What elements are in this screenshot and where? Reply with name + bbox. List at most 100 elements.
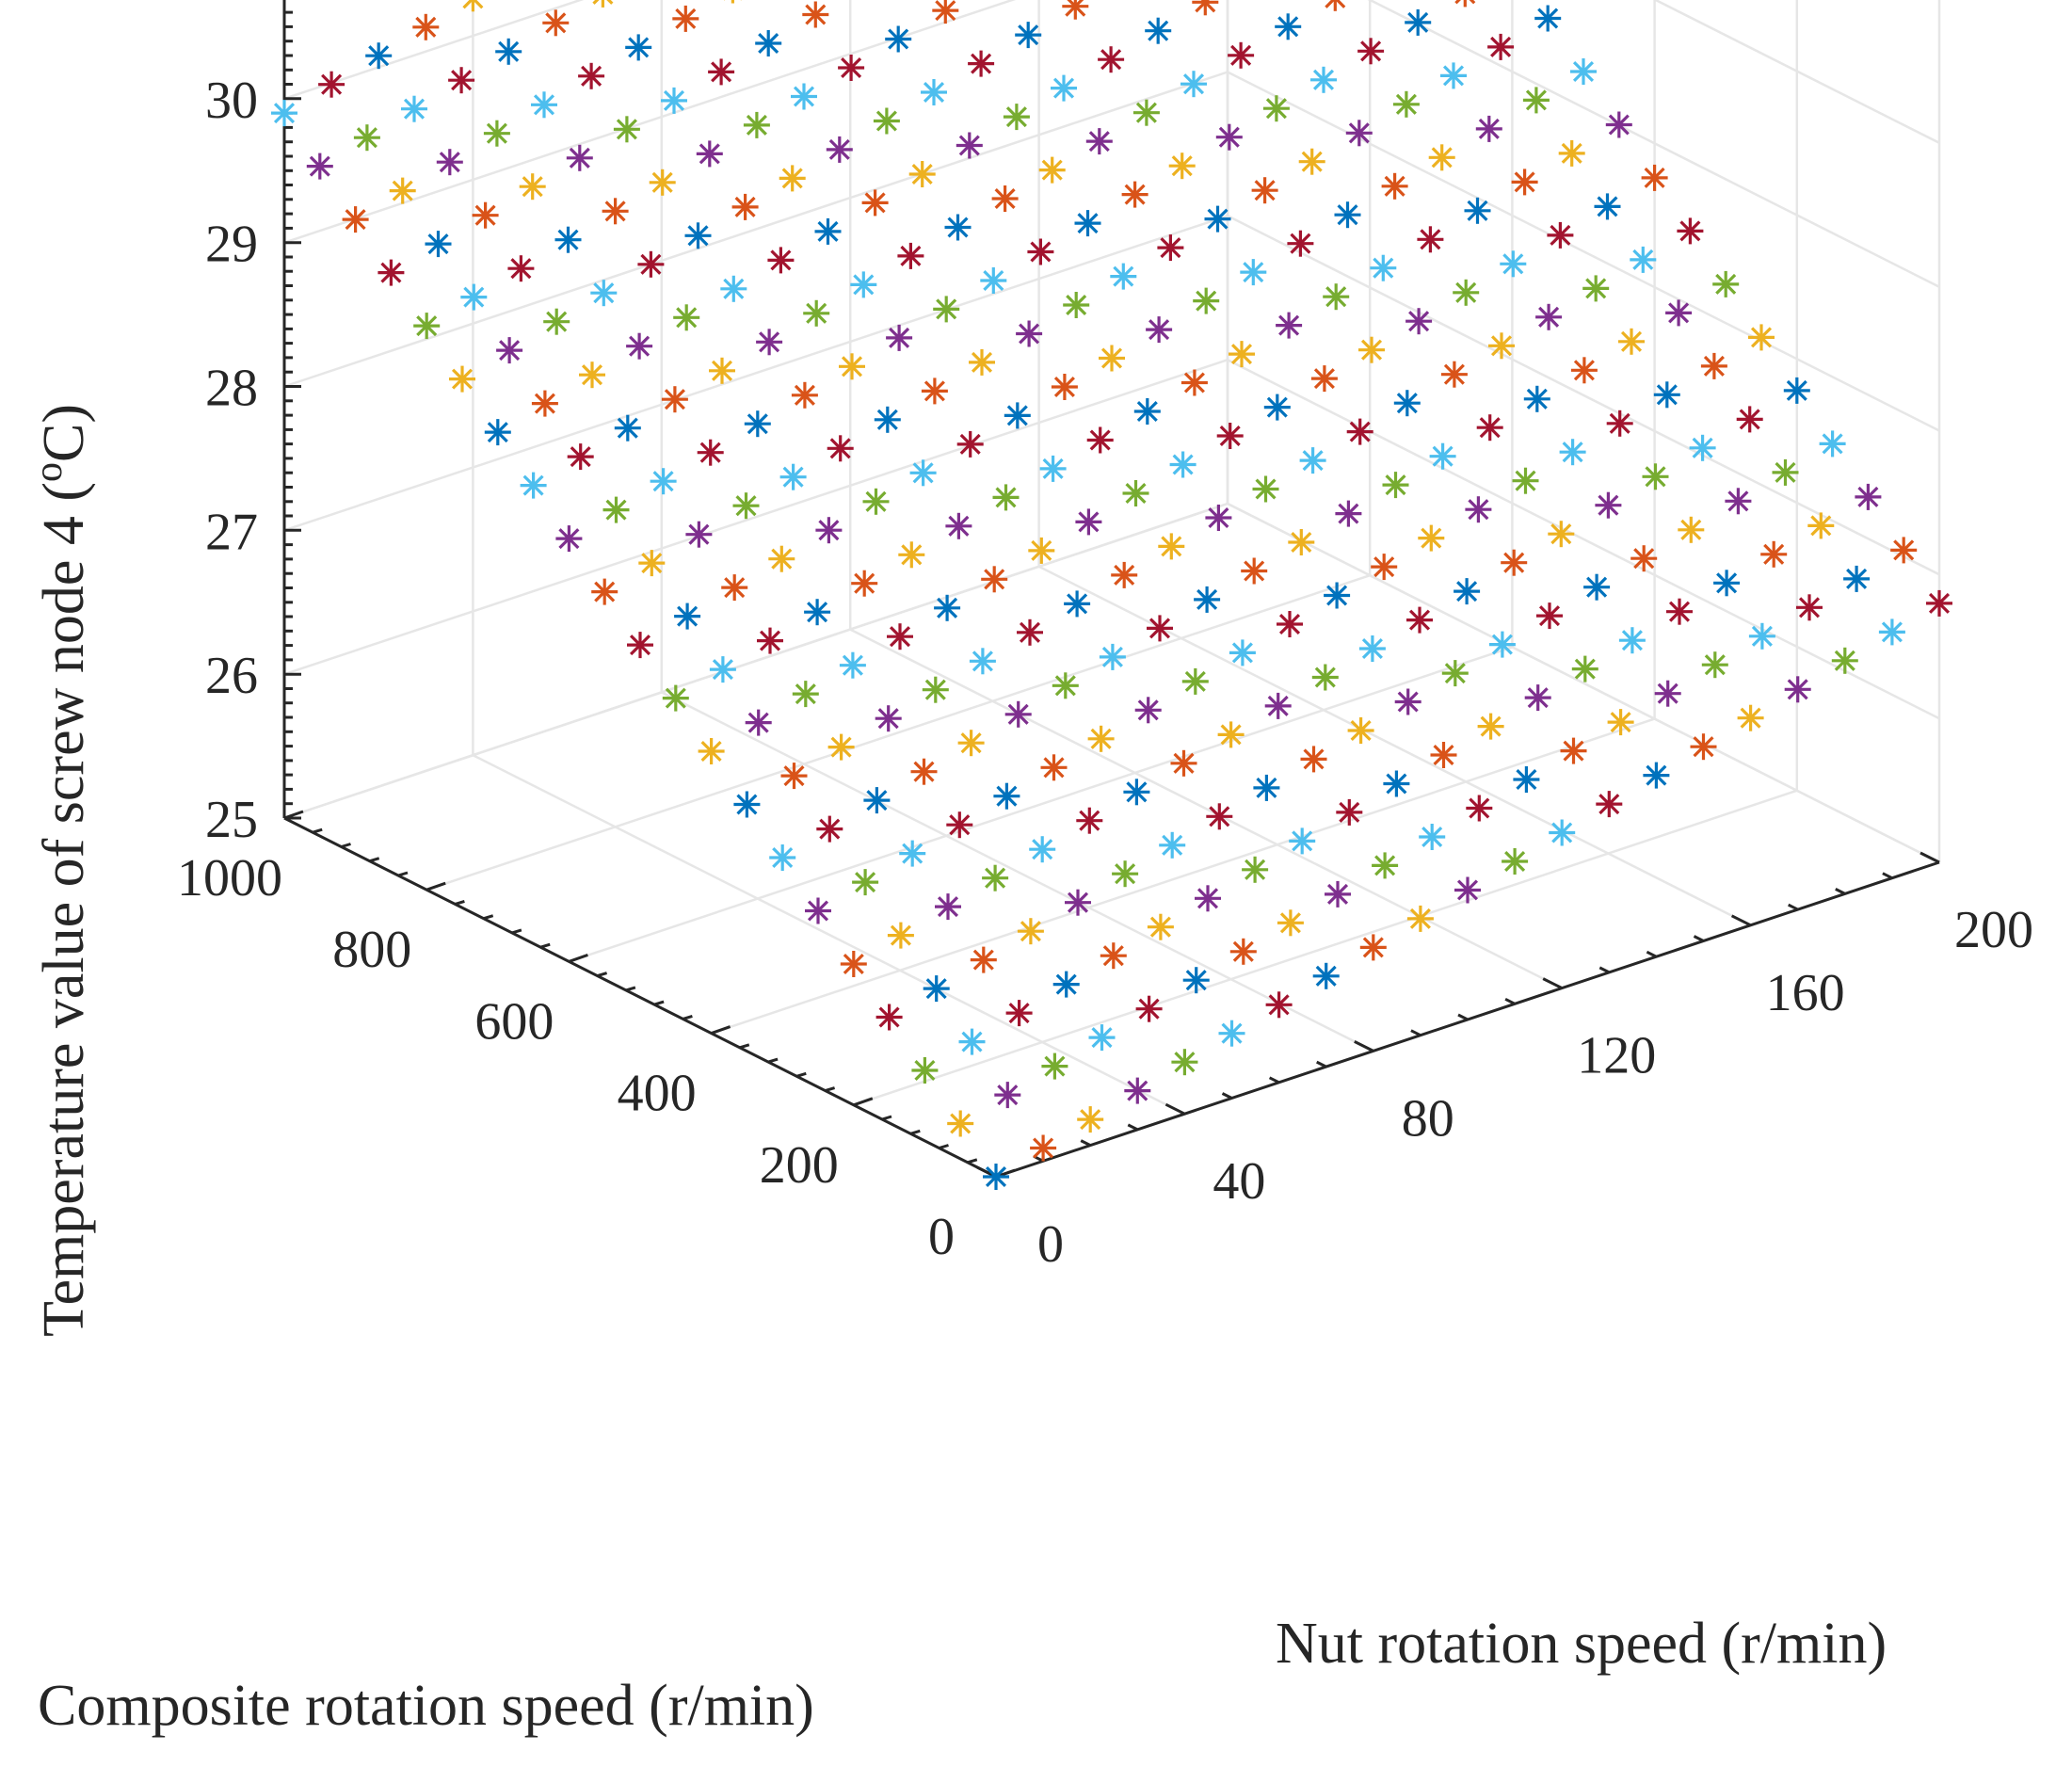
data-point	[1158, 533, 1185, 560]
data-point	[826, 136, 853, 163]
data-point	[850, 271, 877, 298]
asterisk-stroke	[1019, 323, 1040, 345]
data-point	[1085, 128, 1113, 155]
data-point	[1334, 201, 1361, 229]
asterisk-stroke	[1102, 945, 1124, 967]
data-point	[1440, 361, 1468, 388]
asterisk-stroke	[368, 45, 390, 67]
data-point	[980, 267, 1007, 294]
y-tick-mark	[426, 881, 446, 892]
data-point	[1454, 0, 1476, 8]
x-minor-tick	[1646, 950, 1658, 958]
asterisk-stroke	[1775, 461, 1796, 483]
asterisk-stroke	[463, 286, 485, 308]
asterisk-stroke	[1326, 585, 1348, 606]
data-point	[412, 13, 440, 40]
asterisk-stroke	[439, 152, 460, 173]
data-point	[1134, 697, 1162, 724]
asterisk-stroke	[971, 351, 993, 373]
asterisk-stroke	[1031, 539, 1052, 561]
data-point	[1855, 483, 1882, 510]
asterisk-stroke	[687, 225, 709, 247]
data-point	[1229, 341, 1255, 368]
data-point	[1501, 549, 1528, 576]
data-point	[1748, 324, 1775, 351]
asterisk-stroke	[522, 474, 544, 496]
asterisk-stroke	[1516, 768, 1537, 791]
asterisk-stroke	[935, 0, 956, 22]
data-point	[1547, 221, 1574, 249]
y-minor-tick	[739, 1043, 750, 1050]
asterisk-stroke	[498, 40, 520, 62]
data-point	[827, 733, 855, 761]
data-point	[1052, 971, 1080, 998]
z-tick-label: 26	[205, 647, 258, 705]
data-point	[887, 922, 914, 949]
data-point	[779, 463, 807, 490]
asterisk-stroke	[1302, 450, 1324, 472]
data-point	[673, 304, 700, 331]
data-point	[1099, 345, 1125, 372]
asterisk-stroke	[711, 360, 733, 381]
asterisk-stroke	[1230, 344, 1253, 365]
data-point	[1040, 754, 1068, 781]
data-point	[1147, 615, 1173, 642]
asterisk-stroke	[1502, 253, 1524, 275]
data-point	[696, 140, 723, 168]
asterisk-stroke	[1005, 106, 1027, 128]
asterisk-stroke	[1018, 24, 1039, 46]
asterisk-stroke	[1006, 405, 1028, 426]
data-point	[1926, 589, 1952, 617]
data-point	[969, 648, 996, 675]
data-point	[1357, 38, 1385, 65]
data-point	[1124, 1077, 1151, 1104]
asterisk-stroke	[1008, 1003, 1030, 1024]
y-minor-tick	[511, 928, 522, 935]
data-point	[1500, 250, 1527, 278]
data-point	[365, 42, 393, 70]
asterisk-stroke	[663, 89, 685, 111]
data-point	[755, 30, 782, 56]
asterisk-stroke	[1421, 826, 1443, 848]
data-point	[780, 763, 808, 790]
asterisk-stroke	[961, 1031, 983, 1052]
asterisk-stroke	[1420, 229, 1441, 250]
asterisk-stroke	[1138, 998, 1160, 1020]
asterisk-stroke	[994, 187, 1016, 210]
asterisk-stroke	[1244, 560, 1265, 582]
data-point	[1406, 905, 1434, 932]
asterisk-stroke	[711, 61, 732, 83]
data-point	[1430, 742, 1457, 768]
data-point	[531, 390, 558, 417]
asterisk-stroke	[1089, 429, 1111, 451]
x-minor-tick	[1221, 1092, 1233, 1100]
data-point	[460, 283, 488, 311]
data-point	[1784, 676, 1811, 703]
data-point	[1195, 885, 1221, 912]
asterisk-stroke	[936, 298, 957, 320]
data-point	[1677, 217, 1704, 245]
grid-line-floor-x	[849, 628, 1563, 989]
asterisk-stroke	[1231, 642, 1253, 664]
x-minor-tick	[1268, 1076, 1280, 1084]
asterisk-stroke	[1679, 220, 1701, 242]
data-point	[1041, 1052, 1068, 1080]
asterisk-stroke	[688, 523, 710, 545]
data-point	[1381, 172, 1408, 200]
asterisk-stroke	[700, 740, 722, 763]
data-point	[932, 0, 959, 24]
data-point	[1135, 995, 1163, 1022]
asterisk-stroke	[912, 462, 934, 484]
data-point	[1168, 153, 1196, 180]
data-point	[1051, 74, 1077, 102]
asterisk-stroke	[1362, 937, 1384, 958]
asterisk-stroke	[1715, 273, 1737, 295]
y-minor-tick	[881, 1115, 892, 1121]
data-point	[709, 357, 735, 384]
data-point	[1524, 684, 1551, 712]
asterisk-stroke	[474, 204, 496, 226]
data-point	[816, 815, 843, 843]
asterisk-stroke	[1361, 637, 1383, 660]
data-point	[886, 324, 913, 351]
y-tick-mark	[568, 953, 588, 963]
